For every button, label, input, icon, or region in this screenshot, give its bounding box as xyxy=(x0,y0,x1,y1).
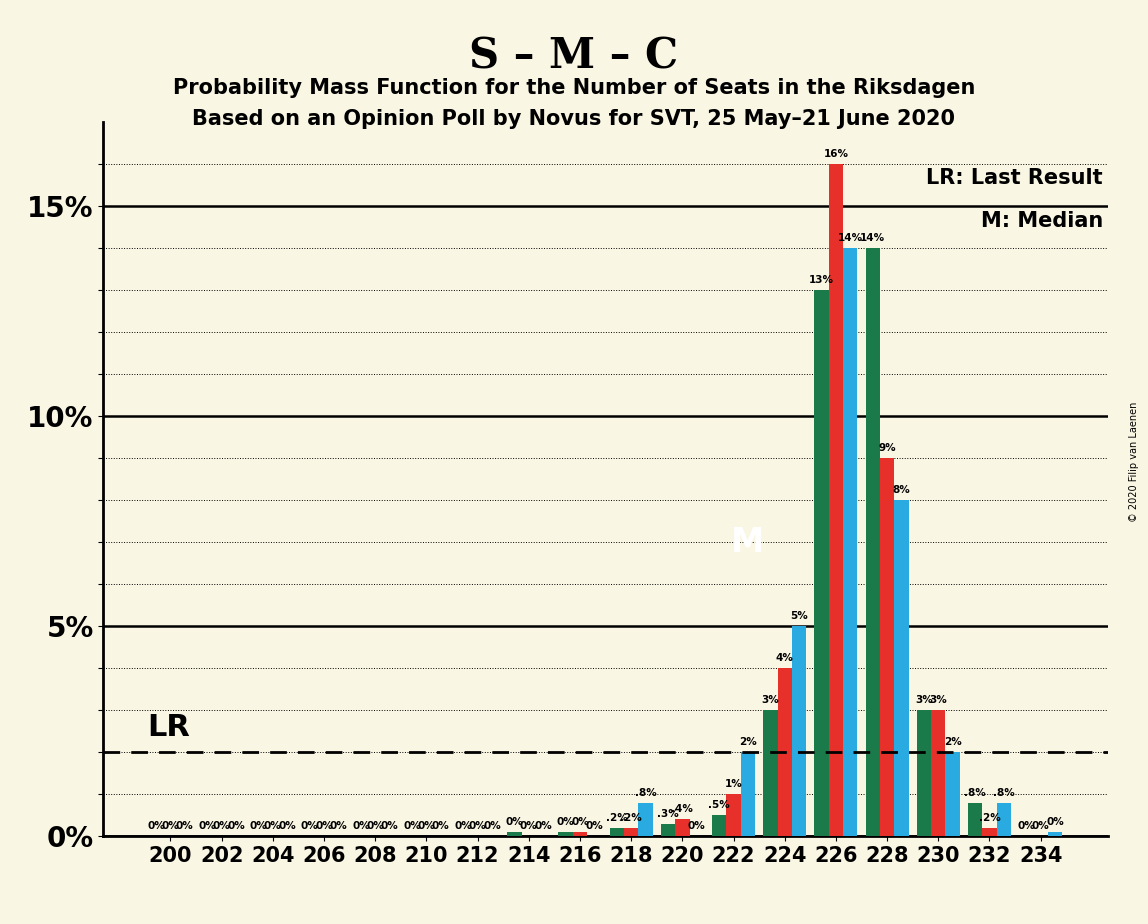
Text: 0%: 0% xyxy=(199,821,216,832)
Text: .8%: .8% xyxy=(993,787,1015,797)
Bar xyxy=(894,500,908,836)
Text: 9%: 9% xyxy=(878,443,895,453)
Text: 0%: 0% xyxy=(1032,821,1049,832)
Text: 0%: 0% xyxy=(176,821,194,832)
Bar xyxy=(983,828,996,836)
Text: 8%: 8% xyxy=(892,485,910,495)
Text: 3%: 3% xyxy=(915,695,933,705)
Bar xyxy=(843,248,858,836)
Text: .2%: .2% xyxy=(620,813,642,822)
Text: 0%: 0% xyxy=(418,821,435,832)
Text: 0%: 0% xyxy=(557,817,574,827)
Bar xyxy=(740,752,755,836)
Text: 0%: 0% xyxy=(688,821,706,832)
Text: Probability Mass Function for the Number of Seats in the Riksdagen: Probability Mass Function for the Number… xyxy=(173,78,975,98)
Bar xyxy=(777,668,792,836)
Bar xyxy=(727,795,740,836)
Text: .8%: .8% xyxy=(964,787,986,797)
Text: 0%: 0% xyxy=(249,821,267,832)
Text: Based on an Opinion Poll by Novus for SVT, 25 May–21 June 2020: Based on an Opinion Poll by Novus for SV… xyxy=(193,109,955,129)
Text: 2%: 2% xyxy=(739,737,757,748)
Bar xyxy=(814,290,829,836)
Text: .2%: .2% xyxy=(978,813,1000,822)
Text: 0%: 0% xyxy=(162,821,179,832)
Text: 0%: 0% xyxy=(505,817,523,827)
Text: 5%: 5% xyxy=(790,611,808,621)
Bar xyxy=(573,832,587,836)
Bar xyxy=(558,832,573,836)
Bar xyxy=(866,248,879,836)
Text: 0%: 0% xyxy=(468,821,487,832)
Text: .4%: .4% xyxy=(672,805,693,814)
Text: 14%: 14% xyxy=(860,233,885,243)
Text: 0%: 0% xyxy=(366,821,385,832)
Text: 0%: 0% xyxy=(381,821,398,832)
Text: 0%: 0% xyxy=(403,821,421,832)
Bar xyxy=(931,711,946,836)
Text: 13%: 13% xyxy=(809,275,835,285)
Bar xyxy=(763,711,777,836)
Bar xyxy=(610,828,625,836)
Text: 16%: 16% xyxy=(823,149,848,159)
Text: 0%: 0% xyxy=(264,821,281,832)
Text: 0%: 0% xyxy=(534,821,552,832)
Bar xyxy=(917,711,931,836)
Text: 3%: 3% xyxy=(761,695,779,705)
Bar xyxy=(996,803,1011,836)
Text: LR: LR xyxy=(147,712,191,742)
Text: 4%: 4% xyxy=(776,653,793,663)
Bar xyxy=(625,828,638,836)
Text: 0%: 0% xyxy=(212,821,231,832)
Bar xyxy=(792,626,806,836)
Text: 0%: 0% xyxy=(432,821,450,832)
Bar xyxy=(507,832,521,836)
Bar xyxy=(946,752,960,836)
Text: 0%: 0% xyxy=(329,821,347,832)
Text: 0%: 0% xyxy=(147,821,165,832)
Text: M: Median: M: Median xyxy=(980,212,1103,231)
Text: M: M xyxy=(731,526,765,559)
Bar xyxy=(712,815,727,836)
Bar xyxy=(968,803,983,836)
Text: 3%: 3% xyxy=(930,695,947,705)
Text: .5%: .5% xyxy=(708,800,730,810)
Text: S – M – C: S – M – C xyxy=(470,35,678,77)
Text: 2%: 2% xyxy=(944,737,962,748)
Text: 0%: 0% xyxy=(316,821,333,832)
Bar xyxy=(638,803,653,836)
Bar xyxy=(829,164,843,836)
Text: 0%: 0% xyxy=(520,821,537,832)
Text: .3%: .3% xyxy=(657,808,678,819)
Text: 0%: 0% xyxy=(278,821,296,832)
Text: 0%: 0% xyxy=(585,821,603,832)
Bar xyxy=(675,820,690,836)
Bar xyxy=(879,458,894,836)
Text: 0%: 0% xyxy=(483,821,501,832)
Text: LR: Last Result: LR: Last Result xyxy=(926,168,1103,188)
Bar xyxy=(1048,832,1062,836)
Bar xyxy=(661,823,675,836)
Text: 0%: 0% xyxy=(352,821,370,832)
Text: 0%: 0% xyxy=(571,817,589,827)
Text: 0%: 0% xyxy=(455,821,472,832)
Text: 1%: 1% xyxy=(724,779,743,789)
Text: © 2020 Filip van Laenen: © 2020 Filip van Laenen xyxy=(1130,402,1139,522)
Text: 0%: 0% xyxy=(301,821,319,832)
Text: 0%: 0% xyxy=(1017,821,1035,832)
Text: .8%: .8% xyxy=(635,787,657,797)
Text: 14%: 14% xyxy=(838,233,863,243)
Text: 0%: 0% xyxy=(1046,817,1064,827)
Text: .2%: .2% xyxy=(606,813,628,822)
Text: 0%: 0% xyxy=(227,821,245,832)
